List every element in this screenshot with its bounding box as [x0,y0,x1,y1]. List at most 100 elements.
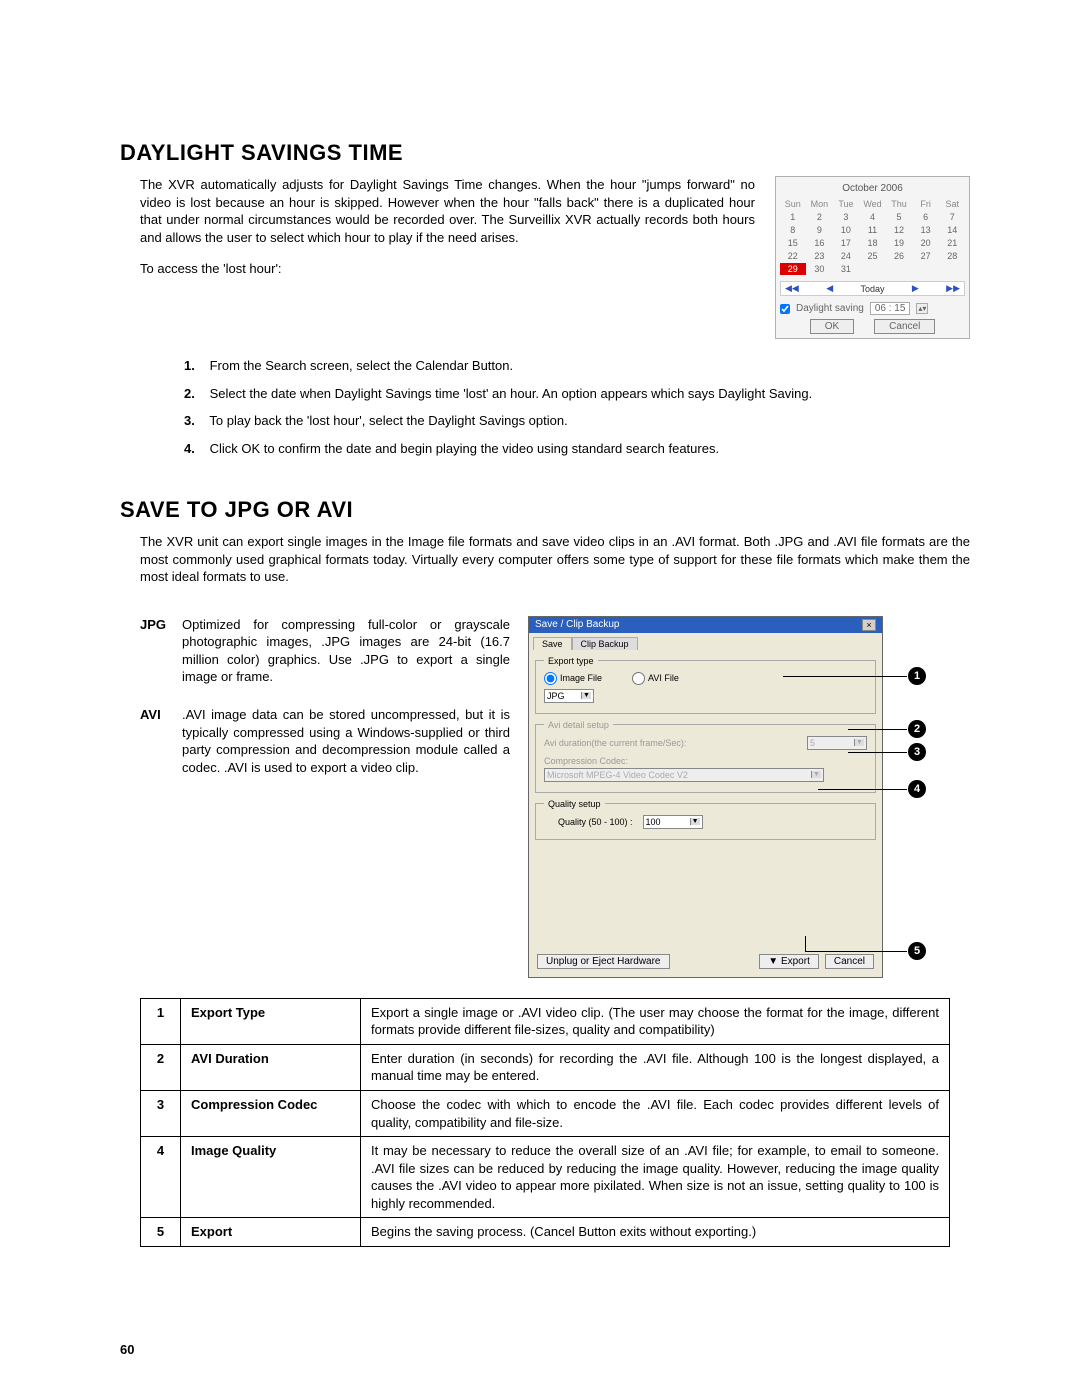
cal-day-cell[interactable]: 26 [886,250,912,262]
step-item: 3. To play back the 'lost hour', select … [180,412,970,430]
jpg-desc: Optimized for compressing full-color or … [182,616,510,686]
cal-day-cell [860,263,886,275]
callout-3: 3 [908,743,926,761]
table-cell: Begins the saving process. (Cancel Butto… [361,1218,950,1247]
format-definitions: JPG Optimized for compressing full-color… [140,616,510,978]
cal-day-cell[interactable]: 1 [780,211,806,223]
cal-day-header: Wed [860,198,886,210]
cal-day-cell[interactable]: 11 [860,224,886,236]
time-value[interactable]: 06 : 15 [870,302,911,315]
step-item: 1. From the Search screen, select the Ca… [180,357,970,375]
callout-4: 4 [908,780,926,798]
table-cell: Export Type [181,998,361,1044]
cal-day-cell[interactable]: 15 [780,237,806,249]
cal-day-cell[interactable]: 31 [833,263,859,275]
reference-table: 1Export TypeExport a single image or .AV… [140,998,950,1247]
quality-select[interactable]: 100▼ [643,815,703,829]
avi-duration-select[interactable]: 5▼ [807,736,867,750]
cal-day-cell[interactable]: 8 [780,224,806,236]
cal-day-cell[interactable]: 25 [860,250,886,262]
cal-day-cell[interactable]: 3 [833,211,859,223]
cal-nav-next-icon[interactable]: ▶ [912,283,919,294]
tab-save[interactable]: Save [533,637,572,650]
callout-1: 1 [908,667,926,685]
cal-day-cell[interactable]: 2 [807,211,833,223]
table-row: 5ExportBegins the saving process. (Cance… [141,1218,950,1247]
cal-nav-last-icon[interactable]: ▶▶ [946,283,960,294]
cal-day-cell[interactable]: 7 [939,211,965,223]
calendar-cancel-button[interactable]: Cancel [874,319,935,334]
cal-day-cell[interactable]: 17 [833,237,859,249]
export-button[interactable]: ▼ Export [759,954,819,969]
calendar-ok-button[interactable]: OK [810,319,854,334]
cal-day-cell[interactable]: 20 [913,237,939,249]
cal-day-cell[interactable]: 22 [780,250,806,262]
table-cell: 2 [141,1044,181,1090]
cal-day-header: Thu [886,198,912,210]
dialog-area: Save / Clip Backup × Save Clip Backup Ex… [528,616,970,978]
page-number: 60 [120,1342,134,1357]
cal-day-cell[interactable]: 21 [939,237,965,249]
cal-day-cell[interactable]: 27 [913,250,939,262]
step-item: 2. Select the date when Daylight Savings… [180,385,970,403]
cal-day-cell[interactable]: 24 [833,250,859,262]
cal-day-cell[interactable]: 16 [807,237,833,249]
cal-day-cell[interactable]: 13 [913,224,939,236]
cal-day-cell[interactable]: 5 [886,211,912,223]
calendar-widget: October 2006 SunMonTueWedThuFriSat123456… [775,176,970,339]
cal-day-cell[interactable]: 23 [807,250,833,262]
cal-today-label[interactable]: Today [860,284,884,294]
cal-day-cell [913,263,939,275]
table-row: 3Compression CodecChoose the codec with … [141,1091,950,1137]
daylight-checkbox[interactable] [780,304,790,314]
cal-day-cell[interactable]: 10 [833,224,859,236]
avi-label: AVI [140,706,172,776]
calendar-nav: ◀◀ ◀ Today ▶ ▶▶ [780,281,965,296]
cal-day-cell[interactable]: 4 [860,211,886,223]
cal-day-header: Sat [939,198,965,210]
step-item: 4. Click OK to confirm the date and begi… [180,440,970,458]
unplug-button[interactable]: Unplug or Eject Hardware [537,954,670,969]
cal-day-cell [939,263,965,275]
avi-duration-label: Avi duration(the current frame/Sec): [544,738,686,748]
cal-day-cell[interactable]: 18 [860,237,886,249]
cal-day-cell[interactable]: 9 [807,224,833,236]
cal-day-header: Sun [780,198,806,210]
cal-day-cell[interactable]: 12 [886,224,912,236]
table-cell: 1 [141,998,181,1044]
dialog-title-text: Save / Clip Backup [535,619,620,630]
quality-fieldset: Quality setup Quality (50 - 100) : 100▼ [535,799,876,840]
cal-day-cell[interactable]: 6 [913,211,939,223]
cal-day-cell[interactable]: 29 [780,263,806,275]
table-row: 4Image QualityIt may be necessary to red… [141,1137,950,1218]
callout-5: 5 [908,942,926,960]
close-icon[interactable]: × [862,619,876,631]
export-type-fieldset: Export type Image File AVI File JPG▼ [535,656,876,714]
cal-day-cell[interactable]: 28 [939,250,965,262]
radio-avi-file[interactable]: AVI File [632,672,679,685]
cal-day-header: Tue [833,198,859,210]
table-cell: Export [181,1218,361,1247]
cal-nav-prev-icon[interactable]: ◀ [826,283,833,294]
table-row: 1Export TypeExport a single image or .AV… [141,998,950,1044]
dialog-cancel-button[interactable]: Cancel [825,954,874,969]
cal-day-cell[interactable]: 14 [939,224,965,236]
quality-legend: Quality setup [544,799,605,809]
codec-select[interactable]: Microsoft MPEG-4 Video Codec V2▼ [544,768,824,782]
cal-nav-first-icon[interactable]: ◀◀ [785,283,799,294]
tab-clip-backup[interactable]: Clip Backup [572,637,638,650]
spin-icon[interactable]: ▴▾ [916,303,928,314]
table-cell: Image Quality [181,1137,361,1218]
daylight-row: Daylight saving 06 : 15 ▴▾ [780,302,965,315]
section1-heading: DAYLIGHT SAVINGS TIME [120,140,970,166]
cal-day-header: Mon [807,198,833,210]
cal-day-cell[interactable]: 30 [807,263,833,275]
image-format-select[interactable]: JPG▼ [544,689,594,703]
calendar-month: October 2006 [780,183,965,194]
radio-image-file[interactable]: Image File [544,672,602,685]
table-cell: 5 [141,1218,181,1247]
cal-day-cell[interactable]: 19 [886,237,912,249]
jpg-label: JPG [140,616,172,686]
codec-label: Compression Codec: [544,756,867,766]
export-type-legend: Export type [544,656,598,666]
